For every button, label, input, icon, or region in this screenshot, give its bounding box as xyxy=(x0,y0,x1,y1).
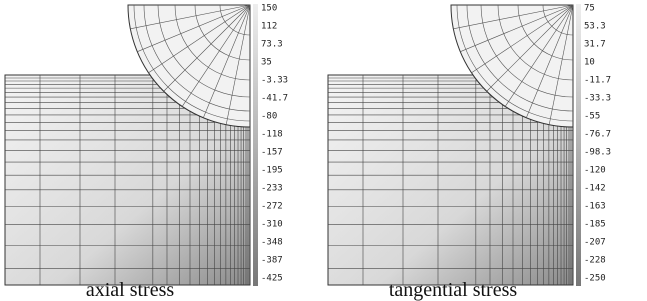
colorbar-label: -98.3 xyxy=(584,148,611,158)
colorbar-label: -80 xyxy=(261,112,277,122)
colorbar-label: -272 xyxy=(261,202,283,212)
colorbar-label: -195 xyxy=(261,166,283,176)
panel: 150 112 73.3 35 -3.33 -41.7 -80 -118 -157 -195 -23… xyxy=(5,4,288,301)
colorbar-label: -33.3 xyxy=(584,94,611,104)
colorbar-label: -41.7 xyxy=(261,94,288,104)
colorbar-label: -120 xyxy=(584,166,606,176)
colorbar-label: -185 xyxy=(584,220,606,230)
colorbar-label: 75 xyxy=(584,4,595,14)
colorbar-label: -233 xyxy=(261,184,283,194)
figure: 150 112 73.3 35 -3.33 -41.7 -80 -118 -157 -195 -23… xyxy=(0,0,647,301)
colorbar xyxy=(576,4,581,286)
colorbar-label: -142 xyxy=(584,184,606,194)
caption: axial stress xyxy=(86,279,175,301)
colorbar-label: 73.3 xyxy=(261,40,283,50)
colorbar-label: -228 xyxy=(584,256,606,266)
colorbar-label: -310 xyxy=(261,220,283,230)
caption: tangential stress xyxy=(389,279,518,301)
colorbar-label: 10 xyxy=(584,58,595,68)
colorbar-label: -250 xyxy=(584,274,606,284)
colorbar-label: -118 xyxy=(261,130,283,140)
colorbar-label: 112 xyxy=(261,22,277,32)
colorbar-label: -11.7 xyxy=(584,76,611,86)
colorbar-label: -348 xyxy=(261,238,283,248)
colorbar-label: 150 xyxy=(261,4,277,14)
colorbar-label: -3.33 xyxy=(261,76,288,86)
colorbar xyxy=(253,4,258,286)
colorbar-label: -157 xyxy=(261,148,283,158)
colorbar-label: 35 xyxy=(261,58,272,68)
colorbar-label: 31.7 xyxy=(584,40,606,50)
panel: 75 53.3 31.7 10 -11.7 -33.3 -55 -76.7 -98.3 -120 -… xyxy=(328,4,611,301)
colorbar-label: 53.3 xyxy=(584,22,606,32)
colorbar-label: -163 xyxy=(584,202,606,212)
colorbar-label: -55 xyxy=(584,112,600,122)
colorbar-label: -207 xyxy=(584,238,606,248)
colorbar-label: -76.7 xyxy=(584,130,611,140)
colorbar-label: -387 xyxy=(261,256,283,266)
colorbar-label: -425 xyxy=(261,274,283,284)
